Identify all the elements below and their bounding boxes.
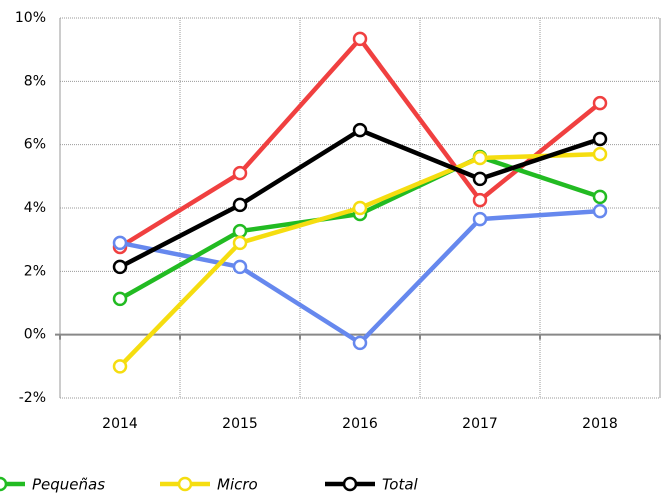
y-tick-label: 2% — [24, 263, 46, 279]
legend-marker — [0, 476, 8, 492]
series-point — [592, 131, 608, 147]
legend-label: Pequeñas — [32, 476, 105, 494]
series-point — [112, 259, 128, 275]
series-point — [592, 95, 608, 111]
series-point — [232, 165, 248, 181]
y-tick-label: -2% — [19, 390, 46, 406]
series-point — [472, 192, 488, 208]
series-point — [592, 203, 608, 219]
series-point — [352, 31, 368, 47]
y-tick-label: 4% — [24, 200, 46, 216]
series-line — [118, 127, 601, 269]
series-point — [112, 359, 128, 374]
series-point — [232, 223, 248, 239]
x-tick-label: 2015 — [222, 416, 258, 432]
y-tick-label: 0% — [24, 327, 46, 343]
series-point — [592, 189, 608, 205]
series-point — [232, 197, 248, 213]
series-point — [352, 335, 368, 351]
series-point — [112, 291, 128, 307]
series-point — [472, 171, 488, 187]
legend-marker — [177, 476, 193, 492]
x-tick-label: 2014 — [102, 416, 138, 432]
x-tick-label: 2017 — [462, 416, 498, 432]
series-point — [592, 146, 608, 162]
x-tick-label: 2018 — [582, 416, 618, 432]
y-tick-label: 8% — [24, 73, 46, 89]
series-point — [352, 122, 368, 138]
y-tick-label: 6% — [24, 137, 46, 153]
legend-marker — [342, 476, 358, 492]
x-tick-label: 2016 — [342, 416, 378, 432]
legend-label: Total — [382, 476, 419, 494]
series-point — [232, 259, 248, 275]
series-point — [472, 211, 488, 227]
series-point — [352, 200, 368, 216]
series-point — [472, 150, 488, 166]
series-point — [232, 235, 248, 251]
legend-label: Micro — [217, 476, 258, 494]
series-point — [112, 235, 128, 251]
y-tick-label: 10% — [15, 10, 46, 26]
